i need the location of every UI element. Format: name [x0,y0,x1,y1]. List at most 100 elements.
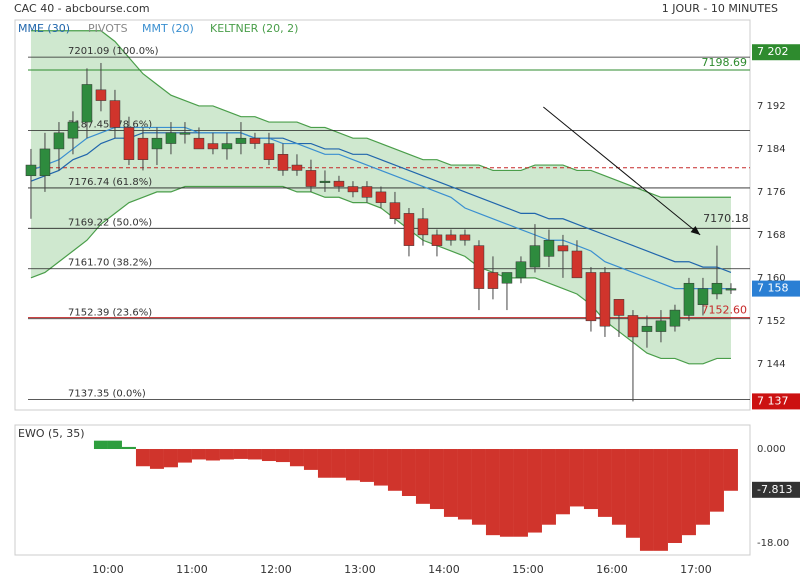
y-tick-label: 7 184 [757,144,786,155]
pivot-label: 7137.35 (0.0%) [68,389,146,400]
bar [471,449,486,525]
pivot-label: 7152.39 (23.6%) [68,308,152,319]
bar [723,449,738,491]
bar [359,449,374,482]
candle-body [613,299,625,316]
y-tick-label: 7 176 [757,187,786,198]
candle-body [347,186,359,193]
candle-body [109,100,121,128]
bar [163,449,178,468]
bar [289,449,304,467]
candle-body [571,250,583,279]
bar [275,449,290,463]
candle-body [445,234,457,241]
chart-title: CAC 40 - abcbourse.com [14,2,150,15]
bar [205,449,220,461]
price-panel [14,19,751,411]
y-tick-label: 7 144 [757,359,786,370]
candle-body [515,261,527,279]
legend-entry: PIVOTS [88,22,128,35]
candle-body [221,143,233,150]
ma-line [30,132,732,274]
price-marker-label: 7 202 [757,45,789,58]
bar [611,449,626,525]
bar [219,449,234,460]
candle-body [389,202,401,220]
bar [387,449,402,491]
candle-body [599,272,611,327]
value-marker-label: -7.813 [757,483,792,496]
bar [569,449,584,507]
pivot-label: 7161.70 (38.2%) [68,258,152,269]
pivot-label: 7169.22 (50.0%) [68,217,152,228]
bar [653,449,668,551]
candle-body [25,164,37,177]
candle-body [81,84,93,123]
candle-body [67,121,79,139]
value-marker [752,481,800,498]
bar [499,449,514,537]
candle-body [431,234,443,246]
candle-body [277,154,289,171]
bar [485,449,500,536]
bar [261,449,276,462]
bar [681,449,696,536]
y-tick-label: 7 192 [757,101,786,112]
ewo-panel [14,424,751,556]
candle-body [263,143,275,160]
bar [541,449,556,525]
keltner-upper [30,30,731,198]
bar [443,449,458,517]
candle-body [235,137,247,144]
candle-body [361,186,373,198]
price-marker-label: 7 137 [757,394,789,407]
bar [121,446,136,450]
pivot-label: 7176.74 (61.8%) [68,177,152,188]
bar [317,449,332,478]
price-marker-label: 7 158 [757,282,789,295]
candle-body [137,137,149,160]
x-tick-label: 10:00 [92,563,124,576]
bar [331,449,346,478]
x-tick-label: 16:00 [596,563,628,576]
candle-body [403,213,415,246]
candle-body [151,137,163,150]
level-label: 7198.69 [702,56,748,69]
candle-body [333,180,345,187]
candle-body [487,272,499,289]
level-label: 7152.60 [702,304,748,317]
bar [709,449,724,512]
candle-body [319,180,331,183]
candle-body [165,132,177,144]
candle-body [711,282,723,295]
bar [555,449,570,515]
candle-body [291,164,303,171]
keltner-lower [30,185,731,365]
x-tick-label: 14:00 [428,563,460,576]
x-tick-label: 17:00 [680,563,712,576]
bar [373,449,388,486]
panel-title: EWO (5, 35) [18,427,85,440]
candle-body [417,218,429,236]
bar [457,449,472,520]
bar [401,449,416,497]
arrow-line [543,106,701,236]
y-tick-label: -18.00 [757,538,789,549]
bar [149,449,164,469]
x-tick-label: 13:00 [344,563,376,576]
price-marker [752,393,800,410]
bar [695,449,710,525]
candle-body [557,245,569,252]
legend-entry: MMT (20) [142,22,194,35]
bar [107,440,122,450]
candle-body [641,325,653,332]
bar [247,449,262,460]
candle-body [627,315,639,338]
candle-body [655,320,667,332]
bar [513,449,528,537]
candle-body [249,137,261,144]
candle-body [725,288,737,291]
candle-body [585,272,597,322]
y-tick-label: 7 152 [757,316,786,327]
